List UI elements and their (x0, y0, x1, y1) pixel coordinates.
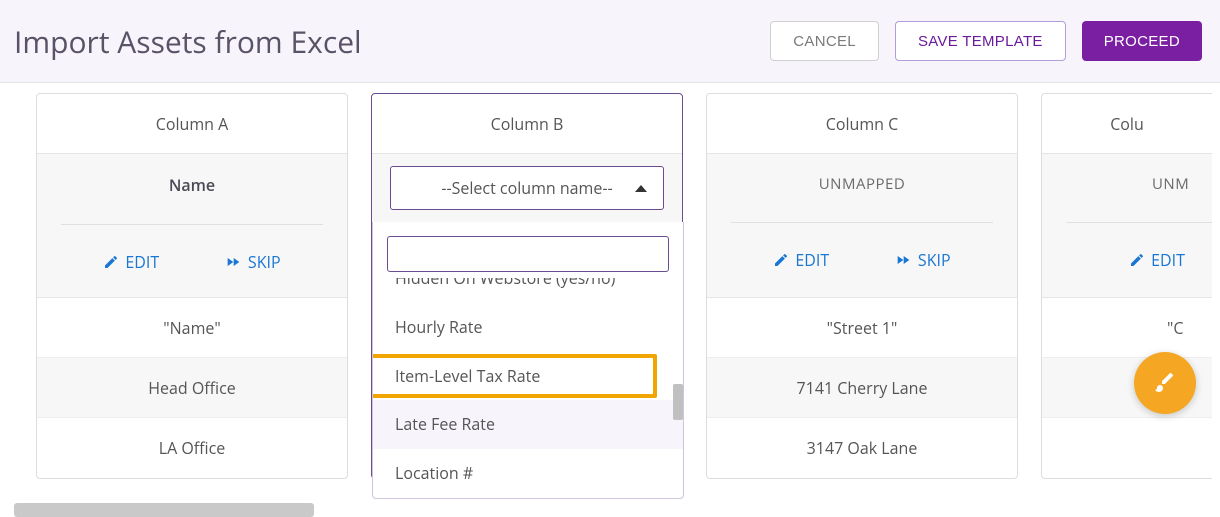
cancel-button[interactable]: CANCEL (770, 21, 879, 61)
data-cell: LA Office (37, 418, 347, 478)
mapping-label: Name (37, 174, 347, 196)
dropdown-option[interactable]: Location # (373, 449, 683, 498)
save-template-button[interactable]: SAVE TEMPLATE (895, 21, 1066, 61)
proceed-button[interactable]: PROCEED (1082, 21, 1202, 61)
skip-link[interactable]: SKIP (224, 251, 281, 273)
dropdown-option[interactable]: Item-Level Tax Rate (373, 352, 683, 401)
pencil-icon (773, 252, 789, 268)
edit-link[interactable]: EDIT (773, 249, 829, 271)
column-select[interactable]: --Select column name-- (390, 166, 664, 210)
skip-link[interactable]: SKIP (894, 249, 951, 271)
scrollbar-thumb[interactable] (673, 384, 683, 420)
page-title: Import Assets from Excel (14, 21, 362, 62)
dropdown-option[interactable]: Hourly Rate (373, 303, 683, 352)
mapping-label: UNM (1042, 174, 1212, 194)
edit-label: EDIT (125, 251, 159, 273)
column-card-c: Column C UNMAPPED EDIT SKIP "Stre (706, 93, 1018, 479)
pencil-icon (103, 254, 119, 270)
chevron-up-icon (635, 185, 647, 192)
edit-label: EDIT (795, 249, 829, 271)
edit-link[interactable]: EDIT (1129, 249, 1185, 271)
column-mapping-area: Name EDIT SKIP (37, 154, 347, 298)
data-cell: "Street 1" (707, 298, 1017, 358)
dropdown-option[interactable]: Hidden On Webstore (yes/no) (373, 278, 683, 303)
data-cell: "Name" (37, 298, 347, 358)
mapping-actions: EDIT SKIP (707, 223, 1017, 271)
data-cell: 3147 Oak Lane (707, 418, 1017, 478)
mapping-actions: EDIT (1042, 223, 1212, 271)
header-actions: CANCEL SAVE TEMPLATE PROCEED (770, 21, 1202, 61)
skip-label: SKIP (918, 249, 951, 271)
mapping-actions: EDIT SKIP (37, 225, 347, 273)
column-mapping-area: UNMAPPED EDIT SKIP (707, 154, 1017, 298)
forward-icon (894, 252, 912, 268)
data-cell: "C (1042, 298, 1212, 358)
page-header: Import Assets from Excel CANCEL SAVE TEM… (0, 0, 1220, 83)
edit-link[interactable]: EDIT (103, 251, 159, 273)
select-placeholder: --Select column name-- (441, 177, 612, 199)
dropdown-search-input[interactable] (387, 236, 669, 272)
forward-icon (224, 254, 242, 270)
brush-icon (1153, 369, 1177, 398)
horizontal-scrollbar[interactable] (14, 503, 314, 517)
column-header: Column C (707, 94, 1017, 154)
data-cell: Head Office (37, 358, 347, 418)
column-header: Column B (372, 94, 682, 154)
edit-label: EDIT (1151, 249, 1185, 271)
column-card-partial: Colu UNM EDIT "C (1041, 93, 1212, 479)
data-cell (1042, 418, 1212, 478)
dropdown-search-wrap (387, 236, 669, 272)
dropdown-list[interactable]: Hidden On Webstore (yes/no) Hourly Rate … (373, 278, 683, 498)
mapping-label: UNMAPPED (707, 174, 1017, 194)
column-card-a: Column A Name EDIT SKIP "Name" (36, 93, 348, 479)
column-select-dropdown: Hidden On Webstore (yes/no) Hourly Rate … (372, 222, 684, 499)
skip-label: SKIP (248, 251, 281, 273)
column-mapping-area: UNM EDIT (1042, 154, 1212, 298)
fab-button[interactable] (1134, 352, 1196, 414)
column-header: Column A (37, 94, 347, 154)
data-cell: 7141 Cherry Lane (707, 358, 1017, 418)
pencil-icon (1129, 252, 1145, 268)
dropdown-option[interactable]: Late Fee Rate (373, 400, 683, 449)
column-header: Colu (1042, 94, 1212, 154)
